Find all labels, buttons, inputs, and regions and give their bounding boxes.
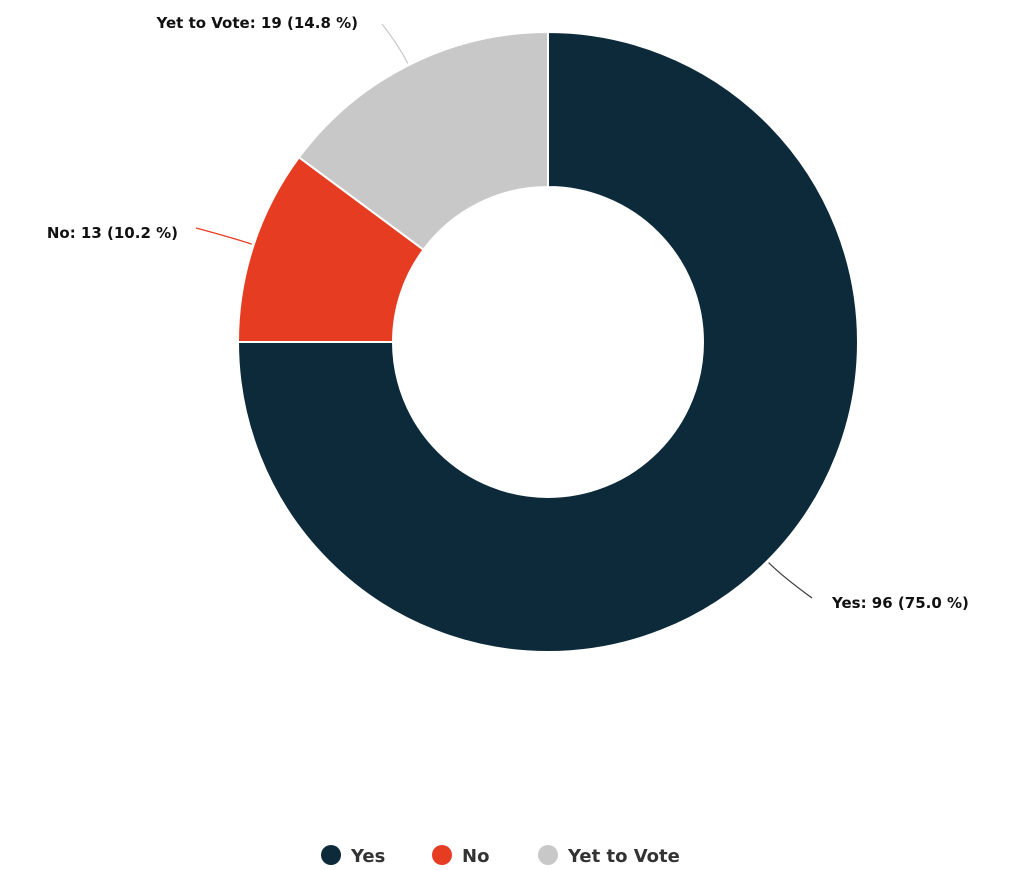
connector-line-no — [195, 227, 252, 245]
slice-yet-to-vote[interactable] — [297, 30, 549, 252]
slices-group — [236, 30, 859, 653]
legend-item-yes[interactable]: Yes — [321, 845, 385, 867]
slice-label-yet-to-vote: Yet to Vote: 19 (14.8 %) — [156, 14, 358, 32]
legend-item-no[interactable]: No — [432, 845, 489, 867]
slice-label-no: No: 13 (10.2 %) — [47, 224, 178, 242]
legend: Yes No Yet to Vote — [321, 845, 680, 867]
slice-labels-group: Yes: 96 (75.0 %) No: 13 (10.2 %) Yet to Vo… — [47, 14, 969, 612]
connector-line-yet-to-vote — [381, 23, 409, 64]
legend-label-yes: Yes — [350, 846, 385, 867]
legend-marker-yes — [321, 845, 341, 865]
legend-label-no: No — [462, 846, 489, 867]
slice-label-yes: Yes: 96 (75.0 %) — [831, 594, 969, 612]
legend-marker-no — [432, 845, 452, 865]
legend-item-yet-to-vote[interactable]: Yet to Vote — [538, 845, 680, 867]
connector-line-yes — [768, 562, 813, 599]
legend-marker-yet-to-vote — [538, 845, 558, 865]
slice-yes[interactable] — [236, 30, 859, 653]
legend-label-yet-to-vote: Yet to Vote — [567, 846, 680, 867]
